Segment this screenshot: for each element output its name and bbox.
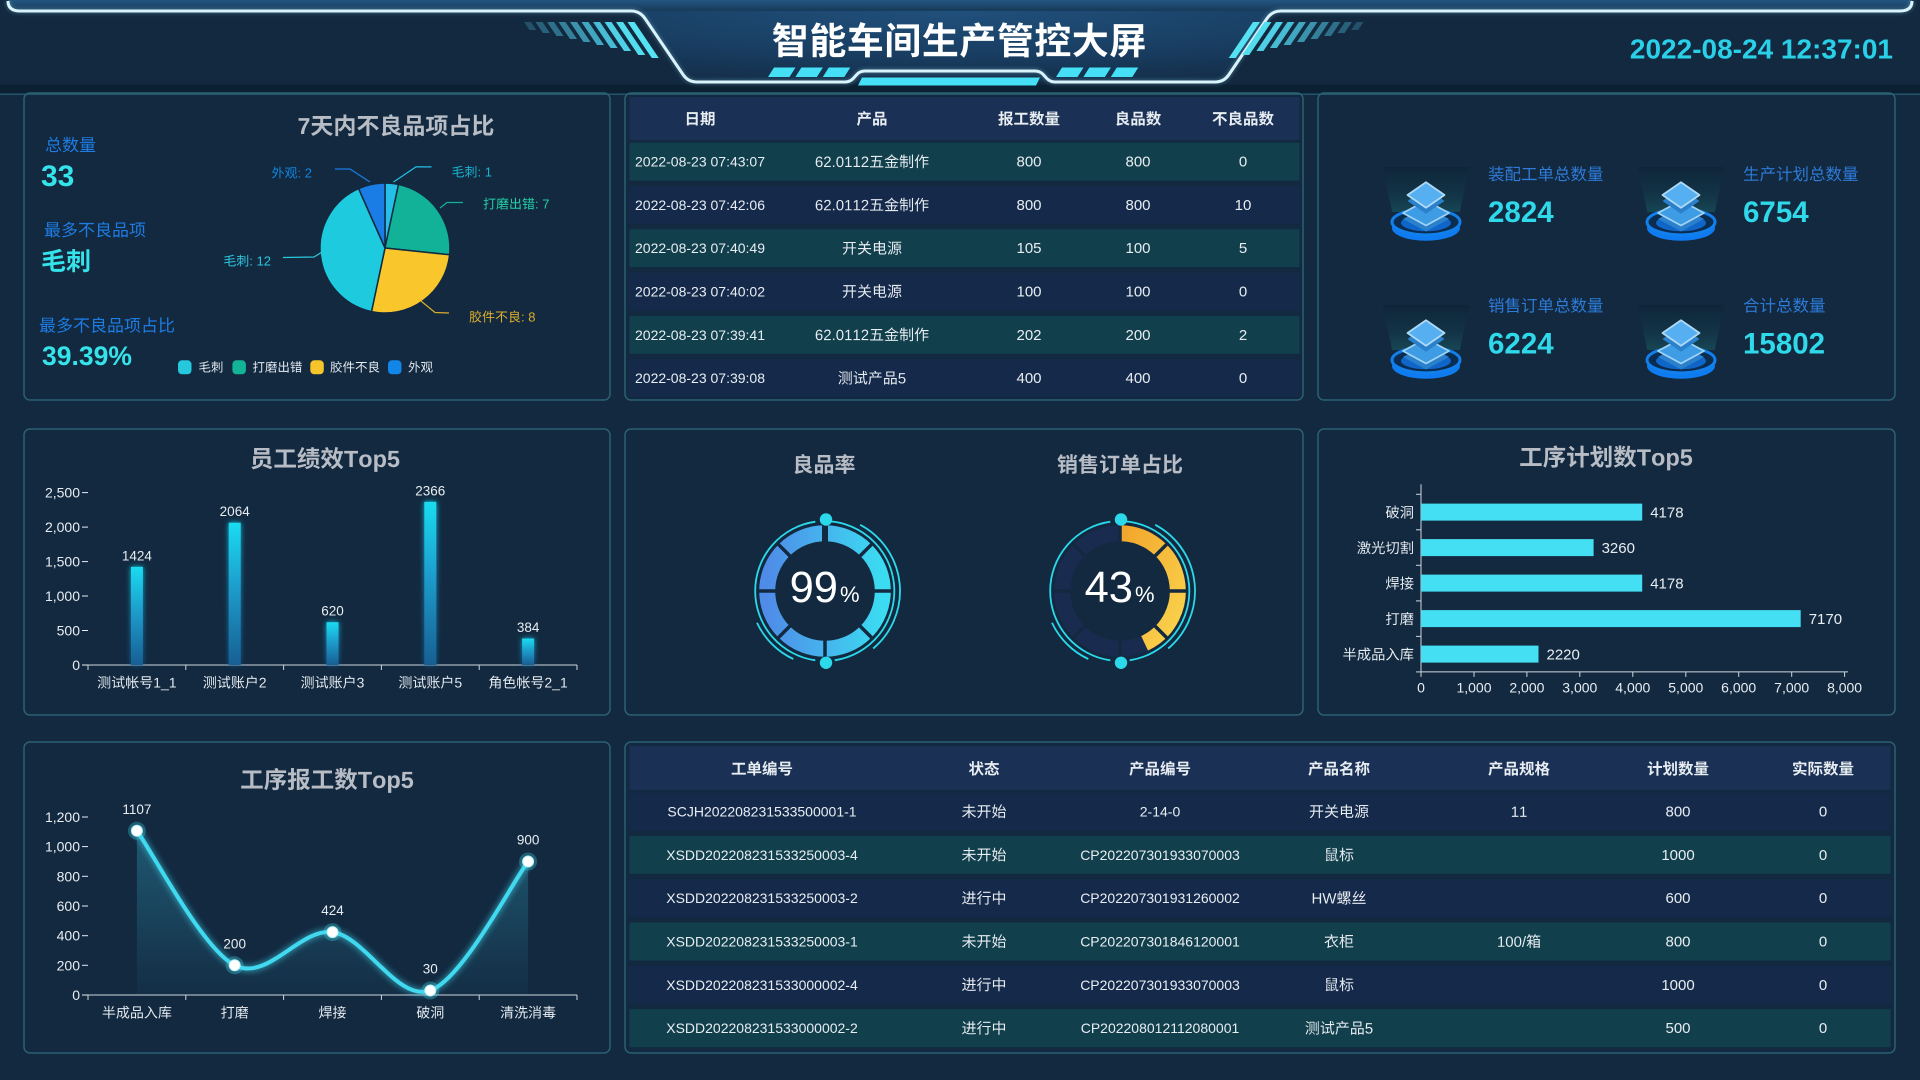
svg-text:0: 0 — [1819, 804, 1827, 821]
svg-text:800: 800 — [1016, 197, 1041, 214]
svg-text:400: 400 — [57, 928, 81, 944]
svg-text:100: 100 — [1125, 284, 1150, 301]
svg-text:400: 400 — [1125, 370, 1150, 387]
svg-text:800: 800 — [1125, 197, 1150, 214]
svg-text:39.39%: 39.39% — [42, 341, 132, 371]
svg-text:384: 384 — [517, 620, 540, 635]
svg-text:%: % — [840, 582, 860, 607]
svg-text:2824: 2824 — [1488, 196, 1554, 229]
svg-text:500: 500 — [57, 623, 81, 639]
svg-text:500: 500 — [1665, 1020, 1690, 1037]
svg-text:2022-08-23 07:42:06: 2022-08-23 07:42:06 — [635, 197, 765, 213]
svg-text:2,000: 2,000 — [1509, 679, 1544, 695]
svg-text:XSDD202208231533000002-4: XSDD202208231533000002-4 — [666, 977, 858, 993]
svg-text:1,000: 1,000 — [45, 588, 80, 604]
svg-text:1,000: 1,000 — [45, 839, 80, 855]
svg-text:30: 30 — [423, 962, 438, 977]
svg-text:6,000: 6,000 — [1721, 679, 1756, 695]
svg-text:800: 800 — [1016, 154, 1041, 171]
svg-text:2: 2 — [1239, 327, 1247, 344]
svg-text:7170: 7170 — [1809, 611, 1842, 628]
svg-text:600: 600 — [57, 898, 81, 914]
svg-text:200: 200 — [1125, 327, 1150, 344]
svg-text:0: 0 — [1819, 890, 1827, 907]
svg-text:CP202207301846120001: CP202207301846120001 — [1080, 934, 1240, 950]
svg-text:99: 99 — [790, 564, 838, 612]
svg-text:7,000: 7,000 — [1774, 679, 1809, 695]
svg-text:2366: 2366 — [415, 483, 445, 498]
svg-text:CP202207301933070003: CP202207301933070003 — [1080, 847, 1240, 863]
svg-text:4178: 4178 — [1650, 575, 1683, 592]
svg-text:2022-08-24 12:37:01: 2022-08-24 12:37:01 — [1630, 34, 1893, 65]
svg-text:CP202208012112080001: CP202208012112080001 — [1081, 1020, 1240, 1036]
svg-text:1000: 1000 — [1661, 977, 1694, 994]
svg-text:CP202207301931260002: CP202207301931260002 — [1080, 890, 1240, 906]
svg-text:0: 0 — [1819, 977, 1827, 994]
svg-text:0: 0 — [1239, 284, 1247, 301]
svg-text:10: 10 — [1235, 197, 1252, 214]
svg-text:0: 0 — [1239, 370, 1247, 387]
svg-text:1,000: 1,000 — [1456, 679, 1491, 695]
svg-text:XSDD202208231533250003-1: XSDD202208231533250003-1 — [666, 934, 858, 950]
svg-text:2220: 2220 — [1547, 646, 1580, 663]
svg-text:0: 0 — [1819, 934, 1827, 951]
svg-text:6224: 6224 — [1488, 328, 1554, 361]
svg-text:2022-08-23 07:40:02: 2022-08-23 07:40:02 — [635, 284, 765, 300]
svg-text:2-14-0: 2-14-0 — [1140, 804, 1181, 820]
svg-text:200: 200 — [57, 957, 81, 973]
svg-text:800: 800 — [1665, 934, 1690, 951]
svg-text:3260: 3260 — [1602, 540, 1635, 557]
svg-text:202: 202 — [1016, 327, 1041, 344]
svg-text:800: 800 — [57, 868, 81, 884]
svg-text:2,500: 2,500 — [45, 485, 80, 501]
svg-text:0: 0 — [1819, 1020, 1827, 1037]
svg-text:800: 800 — [1125, 154, 1150, 171]
svg-text:105: 105 — [1016, 240, 1041, 257]
svg-text:100: 100 — [1016, 284, 1041, 301]
svg-text:%: % — [1135, 582, 1155, 607]
svg-text:5: 5 — [1239, 240, 1247, 257]
svg-text:0: 0 — [1239, 154, 1247, 171]
svg-text:2022-08-23 07:39:08: 2022-08-23 07:39:08 — [635, 370, 765, 386]
svg-text:400: 400 — [1016, 370, 1041, 387]
svg-text:2022-08-23 07:43:07: 2022-08-23 07:43:07 — [635, 154, 765, 170]
svg-text:2022-08-23 07:40:49: 2022-08-23 07:40:49 — [635, 240, 765, 256]
svg-text:800: 800 — [1665, 804, 1690, 821]
svg-text:2064: 2064 — [220, 504, 251, 519]
svg-text:3,000: 3,000 — [1562, 679, 1597, 695]
svg-text:CP202207301933070003: CP202207301933070003 — [1080, 977, 1240, 993]
svg-text:100: 100 — [1125, 240, 1150, 257]
svg-text:1,500: 1,500 — [45, 554, 80, 570]
svg-text:200: 200 — [223, 936, 246, 951]
svg-text:XSDD202208231533250003-2: XSDD202208231533250003-2 — [666, 890, 858, 906]
svg-text:600: 600 — [1665, 890, 1690, 907]
svg-text:1000: 1000 — [1661, 847, 1694, 864]
svg-text:620: 620 — [321, 604, 344, 619]
svg-text:4178: 4178 — [1650, 504, 1683, 521]
svg-text:8,000: 8,000 — [1827, 679, 1862, 695]
svg-text:1,200: 1,200 — [45, 809, 80, 825]
svg-text:0: 0 — [72, 987, 80, 1003]
svg-text:900: 900 — [517, 833, 540, 848]
svg-text:5,000: 5,000 — [1668, 679, 1703, 695]
svg-text:43: 43 — [1085, 564, 1133, 612]
svg-text:4,000: 4,000 — [1615, 679, 1650, 695]
svg-text:424: 424 — [321, 903, 344, 918]
svg-text:0: 0 — [1819, 847, 1827, 864]
svg-text:2,000: 2,000 — [45, 519, 80, 535]
svg-text:SCJH202208231533500001-1: SCJH202208231533500001-1 — [667, 804, 856, 820]
svg-text:6754: 6754 — [1743, 196, 1809, 229]
svg-text:1424: 1424 — [122, 548, 153, 563]
svg-text:XSDD202208231533250003-4: XSDD202208231533250003-4 — [666, 847, 858, 863]
svg-text:0: 0 — [72, 657, 80, 673]
svg-text:15802: 15802 — [1743, 328, 1825, 361]
svg-text:2022-08-23 07:39:41: 2022-08-23 07:39:41 — [635, 327, 765, 343]
svg-text:33: 33 — [41, 160, 74, 193]
svg-text:XSDD202208231533000002-2: XSDD202208231533000002-2 — [666, 1020, 858, 1036]
svg-text:1107: 1107 — [122, 802, 151, 817]
svg-text:0: 0 — [1417, 679, 1425, 695]
